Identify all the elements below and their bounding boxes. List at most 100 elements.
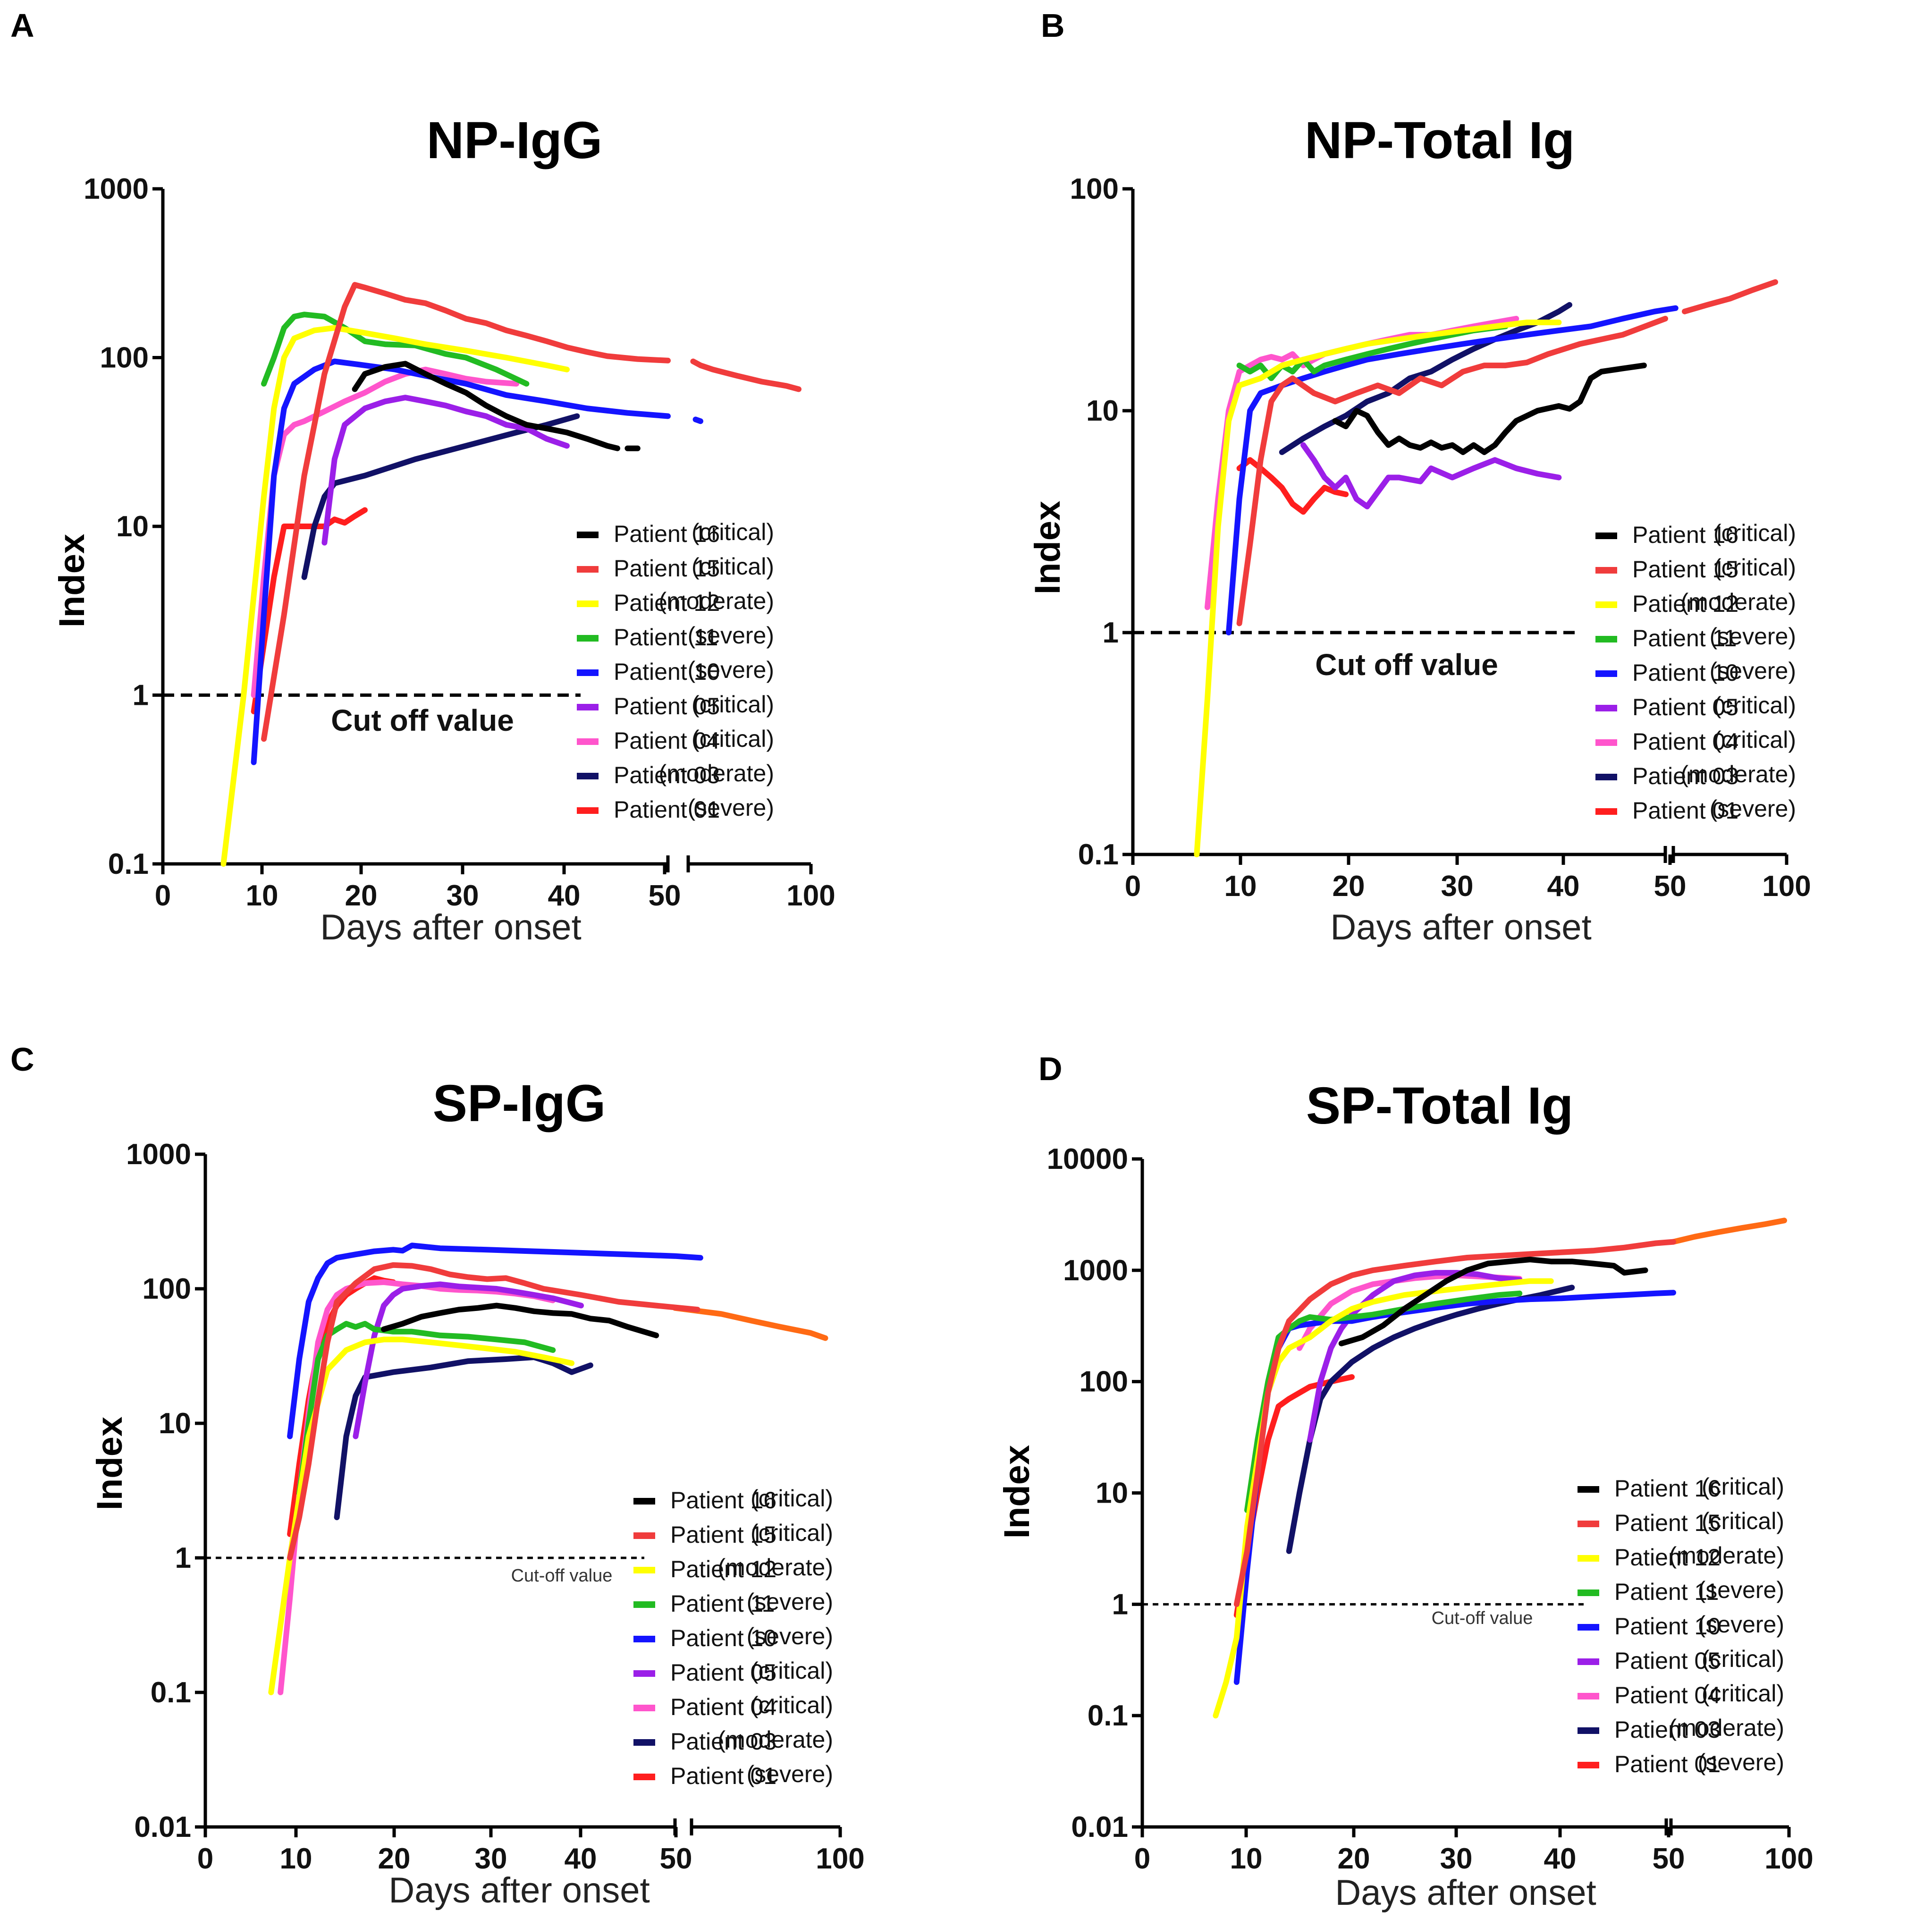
- legend-label: Patient 05: [1632, 694, 1738, 720]
- legend-severity: (moderate): [717, 1554, 833, 1581]
- legend-severity: (severe): [1710, 623, 1796, 650]
- legend-item: Patient 16(critical): [1595, 520, 1796, 548]
- x-tick-label: 50: [1653, 1843, 1685, 1875]
- legend-label: Patient 15: [1614, 1510, 1721, 1536]
- series-line-patient-10: [1226, 305, 1679, 635]
- legend-label: Patient 16: [1614, 1475, 1721, 1502]
- legend-severity: (critical): [1702, 1646, 1784, 1672]
- x-tick-label: 30: [1441, 870, 1474, 903]
- x-tick-label: 10: [246, 879, 278, 912]
- series-line-patient-12: [220, 325, 570, 867]
- series-line-extended: [1670, 1217, 1787, 1245]
- series-line-patient-16: [352, 361, 620, 451]
- y-tick-label: 10: [116, 510, 149, 543]
- x-tick-label: 10: [1224, 870, 1257, 903]
- x-tick-label: 50: [649, 879, 681, 912]
- legend-severity: (critical): [1713, 692, 1796, 719]
- legend-severity: (severe): [747, 1761, 833, 1787]
- y-tick-label: 1: [1103, 617, 1119, 649]
- legend-label: Patient 10: [1632, 659, 1738, 686]
- series-line-patient-03: [301, 413, 580, 580]
- legend-severity: (severe): [747, 1623, 833, 1649]
- series-line-patient-16: [381, 1302, 659, 1338]
- x-tick-label: 100: [1764, 1843, 1813, 1875]
- x-tick-label: 0: [197, 1843, 213, 1875]
- x-tick-label: 40: [1544, 1843, 1577, 1875]
- legend-severity: (moderate): [1680, 589, 1796, 615]
- panel-c: C SP-IgG Index Days after onset Cut-off …: [10, 1041, 865, 1911]
- y-tick-label: 0.01: [134, 1811, 191, 1843]
- series-line-tail-patient-15: [1682, 279, 1778, 314]
- y-tick-label: 0.1: [1088, 1699, 1128, 1732]
- legend-severity: (critical): [692, 691, 774, 718]
- x-tick-label: 20: [1338, 1843, 1370, 1875]
- chart-title: NP-IgG: [427, 111, 603, 169]
- y-tick-label: 100: [143, 1273, 191, 1305]
- series-line-tail-patient-10: [692, 416, 703, 424]
- y-tick-label: 10: [1096, 1477, 1128, 1510]
- legend-label: Patient 10: [670, 1625, 776, 1651]
- legend-severity: (critical): [1713, 554, 1796, 581]
- x-axis-title: Days after onset: [388, 1870, 650, 1911]
- x-tick-label: 100: [1762, 870, 1811, 903]
- x-tick-label: 20: [1333, 870, 1365, 903]
- y-tick-label: 1: [133, 679, 149, 712]
- series-line-patient-11: [261, 312, 530, 387]
- legend-item: Patient 04(critical): [633, 1692, 833, 1720]
- x-tick-label: 0: [1134, 1843, 1150, 1875]
- legend-label: Patient 03: [1632, 763, 1738, 789]
- legend-label: Patient 11: [1632, 625, 1737, 651]
- y-tick-label: 10000: [1047, 1143, 1128, 1175]
- legend-item: Patient 01(severe): [577, 795, 774, 823]
- x-tick-label: 10: [280, 1843, 312, 1875]
- x-tick-label: 100: [816, 1843, 864, 1875]
- series-line-patient-05: [1307, 1270, 1523, 1443]
- legend-item: Patient 05(critical): [1595, 692, 1796, 720]
- chart-title: NP-Total Ig: [1305, 111, 1575, 169]
- series-line-patient-03: [1286, 1285, 1575, 1554]
- legend-item: Patient 16(critical): [577, 519, 774, 547]
- legend-label: Patient 05: [614, 693, 720, 719]
- legend-severity: (critical): [751, 1657, 833, 1684]
- legend-item: Patient 04(critical): [1595, 727, 1796, 755]
- series-line-patient-15: [1233, 1239, 1676, 1607]
- legend-severity: (moderate): [717, 1726, 833, 1753]
- x-tick-label: 20: [345, 879, 378, 912]
- legend-label: Patient 12: [1632, 591, 1738, 617]
- legend-item: Patient 05(critical): [1578, 1646, 1784, 1674]
- legend-label: Patient 04: [614, 727, 720, 754]
- legend-severity: (critical): [751, 1692, 833, 1718]
- series-line-patient-15: [261, 282, 671, 742]
- legend-severity: (severe): [1710, 795, 1796, 822]
- x-tick-label: 20: [378, 1843, 411, 1875]
- legend-severity: (severe): [688, 622, 774, 649]
- series-line-patient-16: [1332, 363, 1647, 455]
- series-line-patient-05: [1300, 442, 1562, 509]
- y-axis-title: Index: [90, 1417, 130, 1511]
- panel-a: A NP-IgG Index Days after onset Cut off …: [10, 7, 835, 947]
- cutoff-label: Cut off value: [331, 703, 514, 737]
- series-line-patient-04: [251, 366, 519, 698]
- series-line-patient-05: [321, 395, 570, 546]
- legend-label: Patient 11: [614, 624, 718, 651]
- legend-item: Patient 04(critical): [1578, 1680, 1784, 1708]
- legend-label: Patient 03: [614, 762, 720, 788]
- legend-label: Patient 16: [1632, 522, 1738, 548]
- legend-label: Patient 12: [614, 590, 720, 616]
- y-axis-title: Index: [52, 534, 92, 628]
- legend-item: Patient 11(severe): [1578, 1577, 1784, 1605]
- legend-label: Patient 04: [1632, 728, 1738, 755]
- y-tick-label: 100: [100, 342, 149, 374]
- legend-severity: (critical): [1713, 727, 1796, 753]
- panel-letter: D: [1038, 1050, 1063, 1087]
- legend-severity: (severe): [688, 795, 774, 821]
- legend-severity: (severe): [1698, 1611, 1784, 1638]
- legend-severity: (moderate): [1669, 1715, 1784, 1741]
- series-line-patient-15: [287, 1262, 700, 1561]
- series-line-patient-12: [1194, 320, 1562, 857]
- legend-label: Patient 01: [670, 1763, 776, 1789]
- y-tick-label: 1000: [84, 173, 149, 205]
- panel-letter: B: [1041, 7, 1065, 44]
- legend-item: Patient 15(critical): [633, 1520, 833, 1548]
